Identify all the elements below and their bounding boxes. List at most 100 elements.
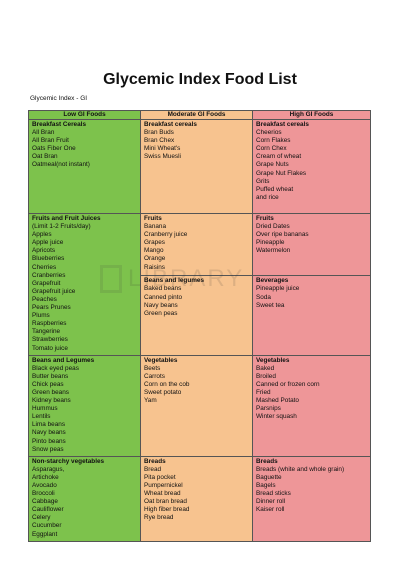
food-item: Black eyed peas <box>32 364 79 372</box>
food-item: Rye bread <box>144 514 174 522</box>
food-item: Bagels <box>256 482 276 489</box>
food-item: Butter beans <box>32 372 69 380</box>
cell-moderate: Breads Bread Pita pocket Pumpernickel Wheat … <box>140 455 253 542</box>
food-item: and rice <box>256 193 279 201</box>
category-heading: Fruits <box>256 215 274 222</box>
food-item: Dinner roll <box>256 498 286 506</box>
food-item: Grapefruit juice <box>32 287 76 295</box>
food-item: Oatmeal(not instant) <box>32 161 90 169</box>
food-item: Broccoli <box>32 490 55 498</box>
category-heading: Fruits <box>144 215 162 222</box>
food-item: Broiled <box>256 372 276 380</box>
food-item: Lima beans <box>32 421 66 429</box>
cell-high: Vegetables Baked Broiled Canned or frozen c… <box>252 354 371 457</box>
food-item: Hummus <box>32 405 58 413</box>
food-item: Canned or frozen corn <box>256 380 320 388</box>
food-item: Cabbage <box>32 498 58 506</box>
food-item: Chick peas <box>32 380 64 388</box>
food-item: Raspberries <box>32 320 67 328</box>
food-item: Grape Nut Flakes <box>256 169 307 177</box>
food-item: Lentils <box>32 413 51 421</box>
cell-moderate: Breakfast cereals Bran Buds Bran Chex Mini … <box>140 119 253 214</box>
gi-food-table: Low GI Foods Moderate GI Foods High GI F… <box>28 110 371 542</box>
table-header-row: Low GI Foods Moderate GI Foods High GI F… <box>28 110 371 120</box>
food-item: Grapes <box>144 239 165 247</box>
category-heading: Breads <box>256 457 278 465</box>
food-item: Blueberries <box>32 255 65 263</box>
food-item: Green peas <box>144 309 178 317</box>
food-item: Green beans <box>32 388 69 396</box>
food-item: Snow peas <box>32 445 64 453</box>
food-item: Beets <box>144 364 161 372</box>
food-item: Grape Nuts <box>256 161 289 169</box>
cell-moderate: Vegetables Beets Carrots Corn on the cob Swe… <box>140 354 253 457</box>
category-heading: Breads <box>144 457 166 465</box>
food-item: Corn Flakes <box>256 137 291 145</box>
food-item: Cranberries <box>32 271 66 279</box>
food-item: Swiss Muesli <box>144 153 181 161</box>
category-heading: Vegetables <box>144 356 178 364</box>
table-row: Beans and legumes Baked beans Canned pinto… <box>29 275 371 356</box>
food-item: High fiber bread <box>144 506 190 514</box>
food-item: Pineapple juice <box>256 285 300 293</box>
food-item: Artichoke <box>32 473 59 481</box>
food-item: Breads (white and whole grain) <box>256 465 345 473</box>
cell-high: Breakfast cereals Cheerios Corn Flakes Corn… <box>252 119 371 214</box>
food-item: Sweet tea <box>256 301 285 309</box>
cell-low: Fruits and Fruit Juices (Limit 1-2 Fruits… <box>28 213 141 356</box>
cell-moderate: Fruits Banana Cranberry juice Grapes Mango Or… <box>140 212 253 277</box>
food-item: Asparagus, <box>32 465 65 473</box>
food-item: Grapefruit <box>32 279 61 287</box>
category-heading: Beans and legumes <box>144 277 205 285</box>
food-item: Corn on the cob <box>144 380 190 388</box>
food-item: Oats Fiber One <box>32 145 76 153</box>
food-item: Apple juice <box>32 239 64 247</box>
food-item: Over ripe bananas <box>256 231 309 239</box>
food-item: Oat Bran <box>32 153 58 161</box>
food-item: Cream of wheat <box>256 153 302 161</box>
food-item: Pineapple <box>256 239 285 247</box>
food-item: Tangerine <box>32 328 61 336</box>
page-subtitle: Glycemic Index - GI <box>30 95 88 102</box>
food-item: Baked beans <box>144 285 182 293</box>
food-item: Pumpernickel <box>144 482 183 489</box>
category-heading: Non-starchy vegetables <box>32 457 105 465</box>
food-item: Kaiser roll <box>256 506 285 514</box>
cell-high: Beverages Pineapple juice Soda Sweet tea <box>252 275 371 356</box>
food-item: Banana <box>144 223 167 231</box>
cell-low: Breakfast Cereals All Bran All Bran Fruit O… <box>28 119 141 214</box>
food-item: Puffed wheat <box>256 185 294 193</box>
cell-high: Fruits Dried Dates Over ripe bananas Pineap… <box>252 212 371 277</box>
category-heading: Fruits and Fruit Juices <box>32 215 101 222</box>
column-header-high: High GI Foods <box>252 110 371 120</box>
category-heading: Beverages <box>256 277 289 285</box>
food-item: Wheat bread <box>144 490 181 498</box>
food-item: Carrots <box>144 372 165 380</box>
cell-low: Beans and Legumes Black eyed peas Butter b… <box>28 354 141 457</box>
food-item: Pita pocket <box>144 473 176 481</box>
column-header-moderate: Moderate GI Foods <box>140 110 253 120</box>
food-item: Raisins <box>144 263 165 271</box>
food-item: Cherries <box>32 263 57 271</box>
category-heading: Beans and Legumes <box>32 356 95 364</box>
food-item: Apples <box>32 231 52 239</box>
food-item: Navy beans <box>32 429 66 437</box>
food-item: Bran Chex <box>144 137 175 145</box>
food-item: Apricots <box>32 247 56 255</box>
food-item: Oat bran bread <box>144 498 187 506</box>
food-item: Pinto beans <box>32 437 66 445</box>
food-item: Soda <box>256 293 271 301</box>
food-item: Plums <box>32 312 50 320</box>
column-header-low: Low GI Foods <box>28 110 141 120</box>
food-item: Avocado <box>32 482 57 489</box>
cell-low: Non-starchy vegetables Asparagus, Artichok… <box>28 455 141 542</box>
table-row: Beans and Legumes Black eyed peas Butter b… <box>28 354 371 457</box>
food-item: Orange <box>144 255 166 263</box>
food-item: Bran Buds <box>144 129 174 137</box>
food-item: Baguette <box>256 473 282 481</box>
food-item: Bread sticks <box>256 490 291 498</box>
food-item: Kidney beans <box>32 397 71 405</box>
food-item: Mashed Potato <box>256 397 299 405</box>
food-item: Yam <box>144 397 157 405</box>
category-heading: Vegetables <box>256 356 290 364</box>
